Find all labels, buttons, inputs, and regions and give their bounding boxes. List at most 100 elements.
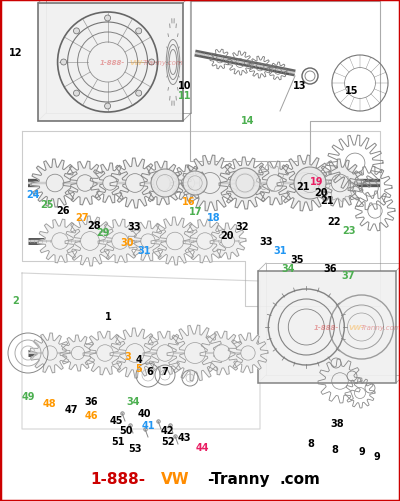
Text: 1-888-: 1-888- — [100, 60, 125, 66]
Text: 36: 36 — [324, 264, 337, 274]
Text: 10: 10 — [178, 81, 192, 91]
Text: 28: 28 — [88, 220, 101, 230]
Text: 2: 2 — [12, 296, 18, 306]
Text: 5: 5 — [135, 363, 142, 373]
Text: 24: 24 — [26, 189, 40, 199]
Text: 6: 6 — [146, 367, 153, 377]
Text: 14: 14 — [241, 116, 255, 126]
Circle shape — [230, 169, 260, 198]
Text: VW: VW — [161, 471, 189, 486]
Polygon shape — [83, 332, 127, 375]
Text: 27: 27 — [76, 213, 89, 223]
Text: 1: 1 — [105, 312, 111, 322]
Circle shape — [97, 345, 113, 362]
Circle shape — [151, 170, 179, 197]
Circle shape — [74, 91, 80, 97]
Circle shape — [294, 168, 326, 199]
Text: 21: 21 — [296, 181, 310, 191]
Text: 8: 8 — [308, 438, 315, 448]
Polygon shape — [210, 223, 246, 260]
Polygon shape — [183, 220, 227, 264]
Circle shape — [197, 233, 213, 250]
Circle shape — [182, 177, 195, 190]
Circle shape — [200, 173, 220, 194]
Polygon shape — [110, 159, 160, 208]
Text: VW-: VW- — [348, 324, 364, 330]
Circle shape — [241, 346, 255, 360]
Polygon shape — [316, 160, 364, 207]
Text: 37: 37 — [341, 271, 355, 281]
Circle shape — [154, 175, 170, 192]
Text: 17: 17 — [189, 206, 203, 216]
Circle shape — [105, 16, 110, 22]
Text: 31: 31 — [273, 245, 287, 256]
Polygon shape — [110, 328, 160, 378]
Text: 19: 19 — [310, 176, 324, 186]
FancyBboxPatch shape — [258, 272, 396, 383]
Text: 9: 9 — [374, 451, 380, 461]
Polygon shape — [182, 156, 238, 211]
Polygon shape — [143, 332, 187, 375]
Text: 42: 42 — [160, 425, 174, 435]
Text: 18: 18 — [207, 213, 220, 223]
Text: Tranny.com: Tranny.com — [361, 324, 400, 330]
Text: 53: 53 — [128, 443, 142, 453]
Circle shape — [72, 347, 85, 360]
Circle shape — [126, 344, 144, 363]
Polygon shape — [200, 332, 244, 375]
Circle shape — [103, 176, 117, 191]
FancyBboxPatch shape — [38, 4, 183, 122]
Text: 25: 25 — [40, 199, 54, 209]
Text: 23: 23 — [342, 225, 356, 235]
Circle shape — [184, 343, 206, 364]
Circle shape — [141, 234, 155, 248]
Text: 51: 51 — [112, 436, 125, 446]
Circle shape — [149, 60, 154, 66]
Text: 41: 41 — [141, 420, 155, 430]
Circle shape — [183, 172, 207, 195]
Text: 9: 9 — [359, 446, 365, 456]
Text: 50: 50 — [120, 425, 133, 435]
Polygon shape — [30, 333, 70, 373]
Circle shape — [61, 60, 66, 66]
Circle shape — [267, 175, 283, 192]
Text: 20: 20 — [314, 188, 328, 198]
Polygon shape — [98, 220, 142, 264]
Polygon shape — [151, 217, 199, 266]
Polygon shape — [140, 162, 184, 205]
Text: 46: 46 — [84, 410, 98, 420]
Text: 33: 33 — [260, 236, 273, 246]
Text: 33: 33 — [128, 221, 141, 231]
Text: 15: 15 — [345, 86, 359, 96]
Circle shape — [331, 175, 349, 192]
Polygon shape — [90, 164, 130, 203]
Text: 20: 20 — [220, 230, 234, 240]
Polygon shape — [38, 220, 82, 264]
Circle shape — [81, 232, 99, 251]
Circle shape — [136, 91, 142, 97]
Polygon shape — [277, 156, 333, 211]
Polygon shape — [31, 160, 79, 207]
Text: 35: 35 — [290, 255, 304, 265]
Text: 29: 29 — [96, 228, 110, 238]
Text: 34: 34 — [127, 396, 140, 406]
Text: 40: 40 — [137, 408, 151, 418]
Text: 12: 12 — [8, 48, 22, 58]
Text: 22: 22 — [328, 216, 341, 226]
Polygon shape — [219, 158, 271, 209]
Circle shape — [214, 345, 230, 362]
Circle shape — [222, 235, 234, 248]
Text: 48: 48 — [43, 398, 56, 408]
Circle shape — [46, 175, 64, 192]
Text: 26: 26 — [56, 205, 70, 215]
Circle shape — [74, 29, 80, 35]
Polygon shape — [170, 166, 206, 201]
Text: -Tranny: -Tranny — [207, 471, 269, 486]
Text: 11: 11 — [178, 91, 192, 101]
Polygon shape — [60, 335, 96, 371]
Circle shape — [294, 173, 316, 194]
Circle shape — [126, 174, 144, 193]
Circle shape — [104, 104, 110, 110]
Text: 38: 38 — [331, 418, 344, 428]
Text: 16: 16 — [182, 196, 196, 206]
